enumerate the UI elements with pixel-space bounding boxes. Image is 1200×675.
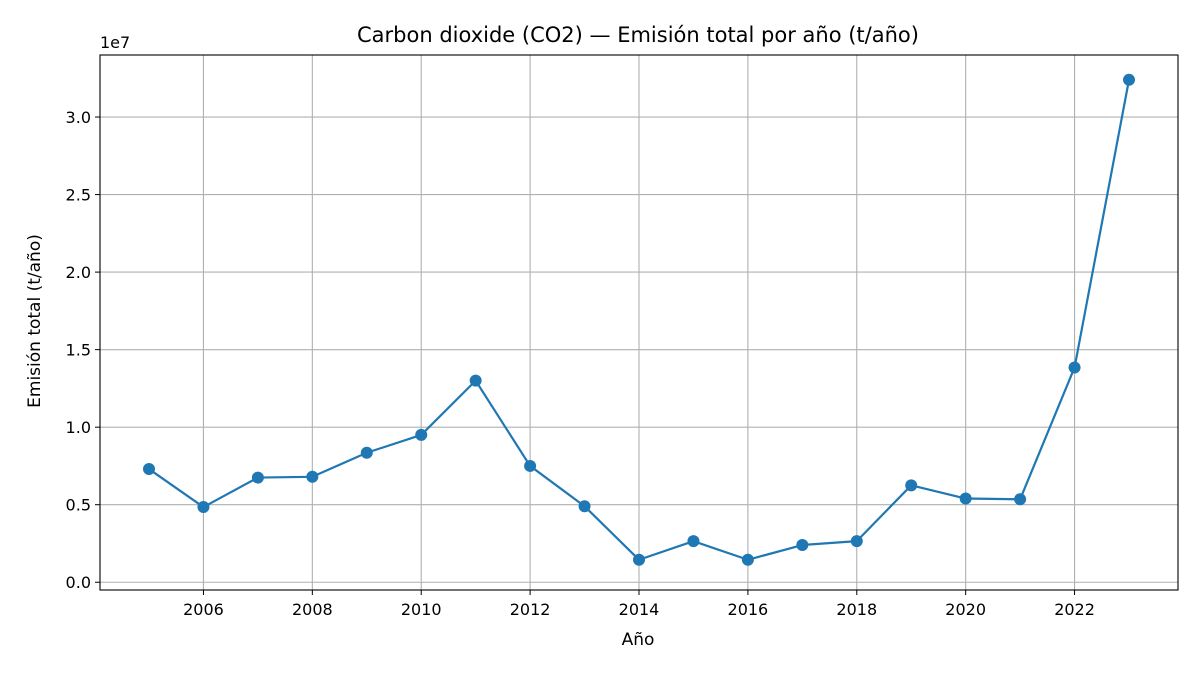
data-point xyxy=(687,535,700,548)
data-point xyxy=(360,446,373,459)
data-point xyxy=(143,463,155,476)
data-point xyxy=(741,553,754,566)
grid xyxy=(100,55,1178,590)
x-tick-label: 2016 xyxy=(728,600,769,619)
y-axis: 0.0 0.5 1.0 1.5 2.0 2.5 3.0 xyxy=(66,108,100,592)
y-tick-label: 0.5 xyxy=(66,496,91,515)
data-point xyxy=(1014,493,1027,506)
data-point xyxy=(959,492,972,505)
x-tick-label: 2018 xyxy=(836,600,877,619)
data-point xyxy=(578,500,591,513)
y-offset-label: 1e7 xyxy=(100,33,130,52)
x-axis: 2006 2008 2010 2012 2014 2016 2018 2020 2022 xyxy=(183,590,1095,619)
x-tick-label: 2010 xyxy=(401,600,442,619)
y-axis-label: Emisión total (t/año) xyxy=(25,234,45,408)
y-tick-label: 2.5 xyxy=(66,186,91,205)
x-tick-label: 2020 xyxy=(945,600,986,619)
data-point xyxy=(524,459,537,472)
data-point xyxy=(415,428,428,441)
data-point xyxy=(197,501,210,514)
data-point xyxy=(850,535,863,548)
y-tick-label: 3.0 xyxy=(66,108,91,127)
x-tick-label: 2014 xyxy=(619,600,660,619)
data-point xyxy=(1068,361,1081,374)
data-point xyxy=(633,553,645,566)
y-tick-label: 0.0 xyxy=(66,573,91,592)
x-tick-label: 2022 xyxy=(1054,600,1095,619)
data-point xyxy=(251,471,264,484)
data-point xyxy=(306,470,319,483)
data-point xyxy=(905,479,918,492)
y-tick-label: 1.5 xyxy=(66,341,91,360)
chart-title: Carbon dioxide (CO2) — Emisión total por… xyxy=(357,23,919,47)
series-layer xyxy=(143,73,1135,566)
x-tick-label: 2006 xyxy=(183,600,224,619)
data-point xyxy=(796,539,809,552)
y-tick-label: 1.0 xyxy=(66,418,91,437)
data-point xyxy=(1123,73,1135,86)
x-axis-label: Año xyxy=(622,630,655,650)
x-tick-label: 2012 xyxy=(510,600,551,619)
y-tick-label: 2.0 xyxy=(66,263,91,282)
x-tick-label: 2008 xyxy=(292,600,333,619)
data-point xyxy=(469,374,482,387)
